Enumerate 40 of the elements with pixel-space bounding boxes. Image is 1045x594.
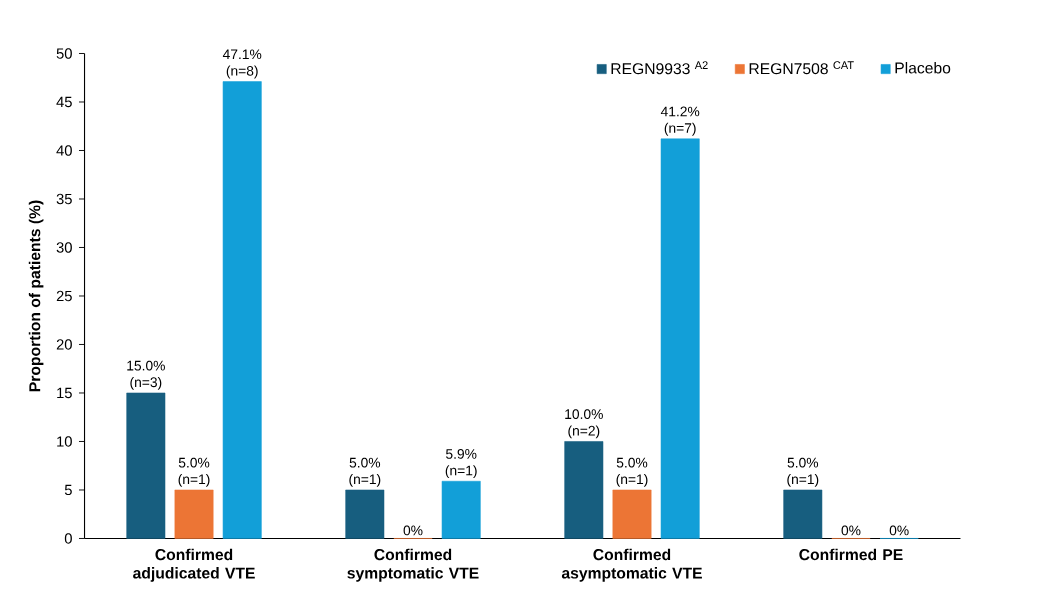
- bar: [126, 392, 166, 539]
- y-tick-label: 10: [57, 436, 72, 447]
- bar: [222, 81, 262, 539]
- data-label: 5.0% (n=1): [178, 457, 210, 487]
- bar: [612, 489, 652, 539]
- y-axis-title: Proportion of patients (%): [28, 200, 44, 392]
- data-label: 0%: [889, 525, 909, 536]
- data-label: 0%: [403, 525, 423, 536]
- y-tick-label: 40: [56, 145, 72, 156]
- y-tick-label: 20: [56, 339, 72, 350]
- x-tick-label: Confirmed asymptomatic VTE: [561, 548, 702, 582]
- data-label: 0%: [841, 525, 861, 536]
- x-tick-label: Confirmed PE: [799, 548, 903, 561]
- data-label: 5.0% (n=1): [616, 457, 648, 487]
- y-tick-label: 5: [64, 484, 72, 496]
- bar: [564, 441, 604, 539]
- legend-label: REGN7508 $^{CAT}$: [749, 61, 854, 75]
- bar: [441, 481, 481, 539]
- y-tick-label: 30: [56, 242, 72, 253]
- data-label: 5.0% (n=1): [349, 457, 381, 487]
- y-tick-label: 45: [56, 96, 72, 108]
- legend-label: REGN9933 $^{A2}$: [611, 61, 708, 75]
- x-tick-label: Confirmed symptomatic VTE: [347, 548, 479, 582]
- y-tick-label: 0: [64, 533, 72, 544]
- x-tick-label: Confirmed adjudicated VTE: [133, 548, 255, 582]
- y-tick-label: 15: [57, 387, 72, 399]
- bar: [345, 489, 385, 539]
- y-tick-label: 50: [56, 48, 72, 59]
- y-tick-label: 35: [56, 193, 72, 205]
- data-label: 5.9% (n=1): [445, 449, 477, 479]
- bar: [660, 138, 700, 539]
- data-label: 41.2% (n=7): [660, 106, 700, 136]
- data-label: 15.0% (n=3): [127, 360, 165, 390]
- y-tick-label: 25: [56, 290, 72, 302]
- data-label: 10.0% (n=2): [565, 409, 603, 439]
- data-label: 5.0% (n=1): [787, 457, 819, 487]
- legend-label: Placebo: [895, 62, 951, 74]
- data-label: 47.1% (n=8): [222, 49, 262, 79]
- bar: [783, 489, 823, 539]
- bar: [174, 489, 214, 539]
